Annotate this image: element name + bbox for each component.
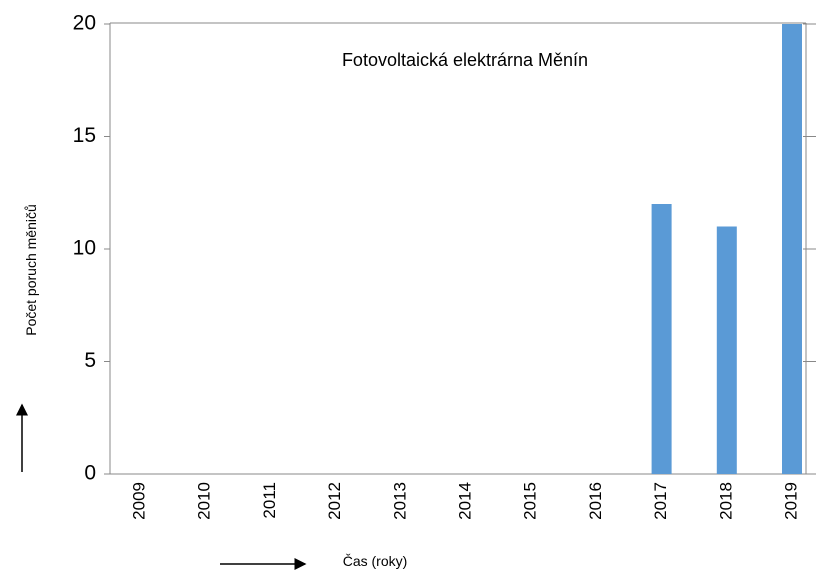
x-tick-label: 2011 <box>260 482 279 519</box>
x-tick-label: 2009 <box>129 482 148 520</box>
x-tick-label: 2016 <box>586 482 605 520</box>
x-axis-label: Čas (roky) <box>343 553 408 569</box>
bar <box>716 226 737 474</box>
y-tick-label: 10 <box>73 237 96 260</box>
y-tick-label: 0 <box>84 462 96 485</box>
x-tick-label: 2013 <box>390 482 409 520</box>
x-tick-label: 2012 <box>325 482 344 520</box>
x-tick-label: 2015 <box>521 482 540 520</box>
y-tick-label: 5 <box>84 349 96 372</box>
bar <box>782 24 802 474</box>
bar <box>651 204 672 474</box>
x-tick-label: 2010 <box>195 482 214 520</box>
y-tick-label: 15 <box>73 124 96 147</box>
y-tick-label: 20 <box>73 12 96 35</box>
y-axis-label: Počet poruch měničů <box>23 204 39 336</box>
x-tick-label: 2014 <box>455 482 474 520</box>
x-tick-label: 2018 <box>716 482 735 520</box>
x-tick-label: 2019 <box>781 482 800 520</box>
x-tick-label: 2017 <box>651 482 670 520</box>
chart-title: Fotovoltaická elektrárna Měnín <box>342 50 588 70</box>
